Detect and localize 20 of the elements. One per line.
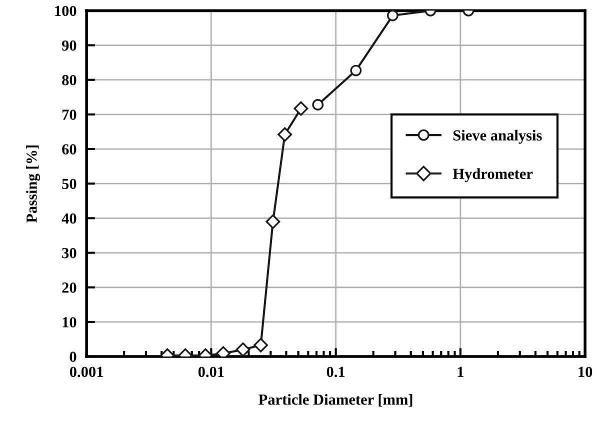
y-tick-label: 40 [62,213,76,224]
y-tick-label: 0 [70,352,76,362]
x-tick-label: 1 [458,366,464,377]
y-tick-label: 100 [55,6,76,16]
y-tick-label: 80 [62,74,76,86]
x-tick-label: 0.1 [326,366,345,378]
y-tick-label: 10 [62,317,76,328]
x-tick-label: 0.01 [198,366,224,378]
legend-label: Hydrometer [452,168,533,182]
y-tick-label: 90 [62,40,76,51]
legend-label: Sieve analysis [453,130,542,144]
x-axis-title: Particle Diameter [mm] [258,394,412,407]
y-tick-label: 50 [62,178,76,190]
y-tick-label: 70 [62,110,76,120]
y-tick-label: 30 [62,248,76,258]
x-tick-label: 10 [578,366,592,378]
y-tick-label: 20 [62,282,76,293]
y-tick-label: 60 [62,144,76,154]
y-axis-title: Passing [%] [26,145,40,223]
x-tick-label: 0.001 [70,366,103,378]
